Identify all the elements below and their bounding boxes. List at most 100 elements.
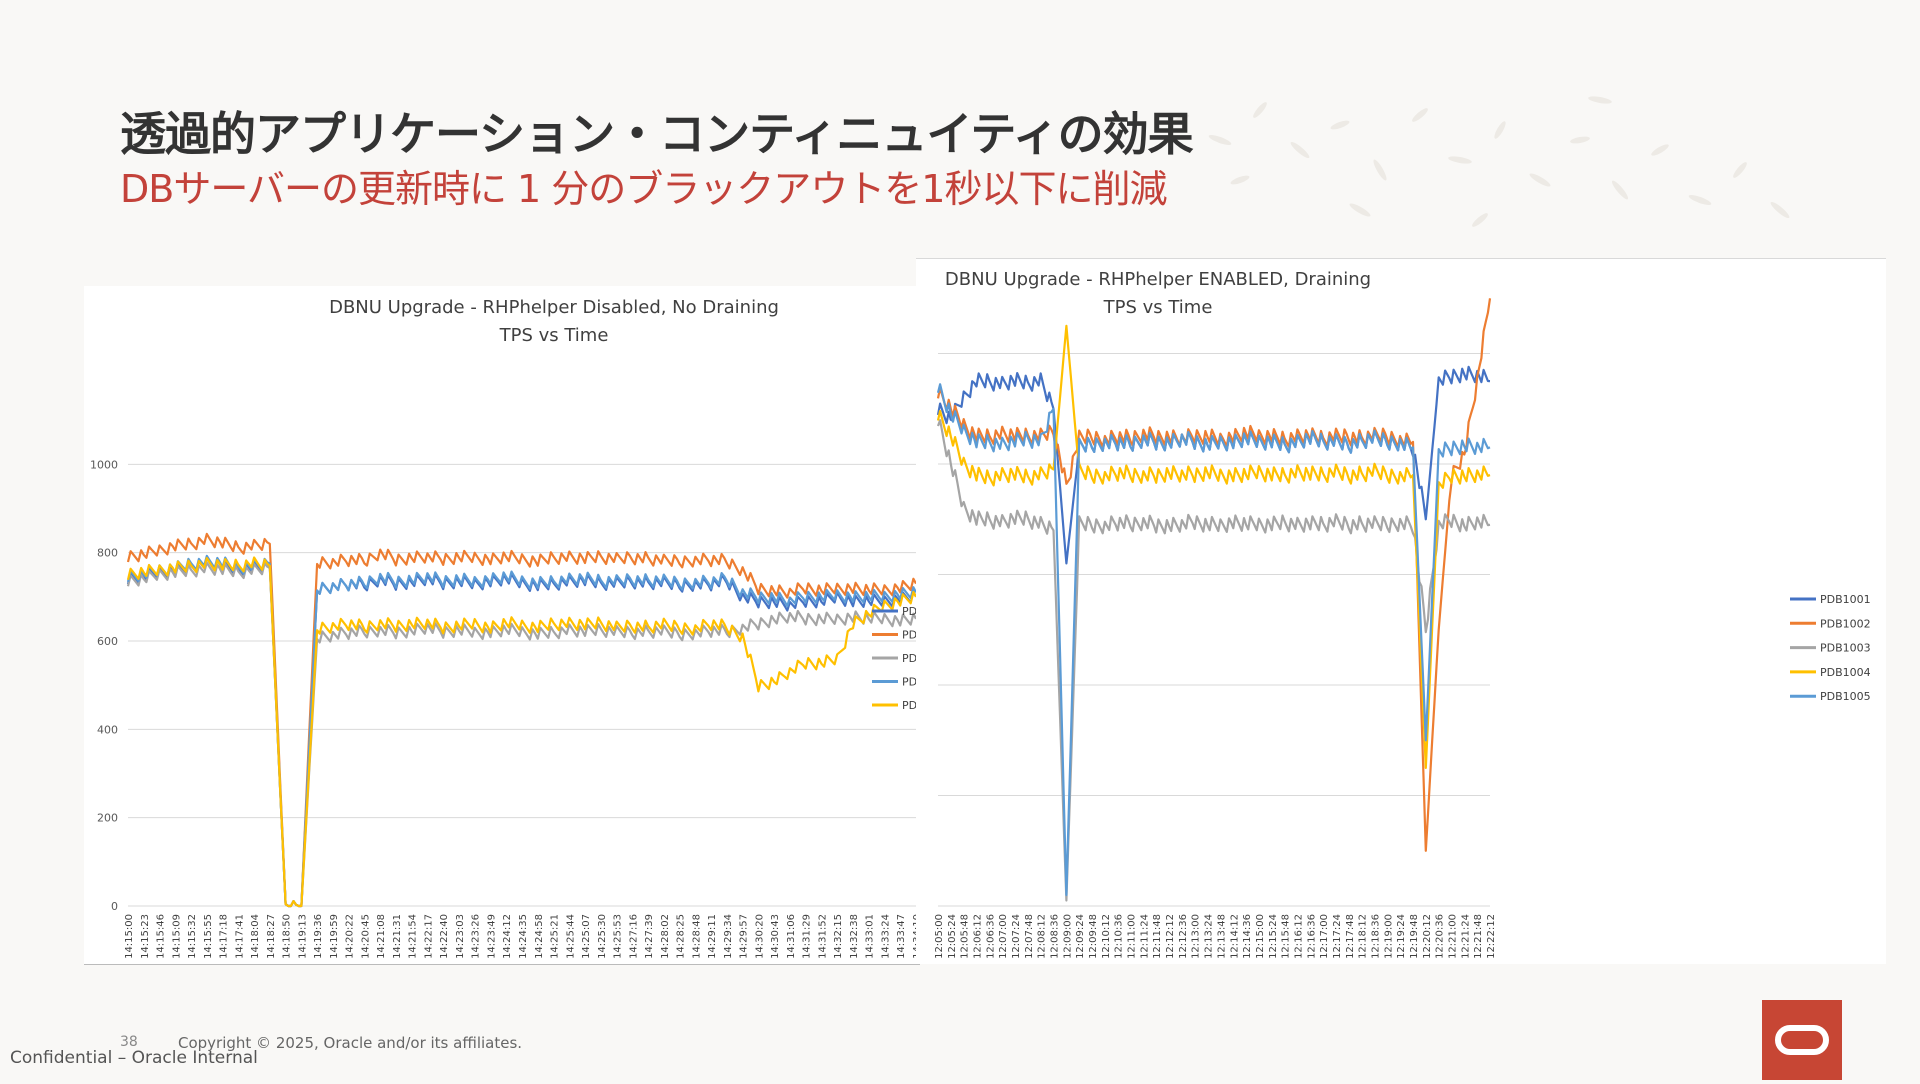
x-tick-label: 14:25:53 xyxy=(613,914,624,959)
series-line-pdb1003 xyxy=(936,419,1491,902)
x-tick-label: 14:22:17 xyxy=(423,914,434,959)
x-tick-label: 12:15:24 xyxy=(1268,914,1279,959)
x-tick-label: 14:15:23 xyxy=(140,914,151,959)
x-tick-label: 12:17:48 xyxy=(1345,914,1356,959)
copyright: Copyright © 2025, Oracle and/or its affi… xyxy=(178,1034,523,1052)
x-tick-label: 12:11:48 xyxy=(1152,914,1163,959)
x-tick-label: 14:25:07 xyxy=(581,914,592,959)
x-tick-label: 12:13:00 xyxy=(1191,914,1202,959)
x-tick-label: 14:15:46 xyxy=(156,914,167,959)
series-line-pdb1005 xyxy=(936,383,1491,897)
y-tick-label: 0 xyxy=(111,900,118,913)
x-tick-label: 14:15:55 xyxy=(203,914,214,959)
chart-subtitle: TPS vs Time xyxy=(1103,297,1213,318)
x-tick-label: 12:20:12 xyxy=(1422,914,1433,959)
x-tick-label: 12:08:12 xyxy=(1037,914,1048,959)
x-tick-label: 12:06:36 xyxy=(985,914,996,959)
x-tick-label: 14:28:02 xyxy=(660,914,671,959)
x-tick-label: 12:18:36 xyxy=(1370,914,1381,959)
page-subtitle: DBサーバーの更新時に 1 分のブラックアウトを1秒以下に削減 xyxy=(120,167,1167,211)
x-tick-label: 12:10:12 xyxy=(1101,914,1112,959)
y-tick-label: 400 xyxy=(97,723,118,736)
confidential-label: Confidential – Oracle Internal xyxy=(10,1048,258,1068)
x-tick-label: 12:07:48 xyxy=(1024,914,1035,959)
x-tick-label: 14:33:24 xyxy=(880,914,891,959)
x-tick-label: 12:09:48 xyxy=(1088,914,1099,959)
x-tick-label: 12:09:00 xyxy=(1062,914,1073,959)
x-tick-label: 14:25:44 xyxy=(565,914,576,959)
y-tick-label: 600 xyxy=(97,635,118,648)
x-tick-label: 14:19:13 xyxy=(297,914,308,959)
x-tick-label: 14:24:12 xyxy=(502,914,513,959)
x-tick-label: 14:24:35 xyxy=(518,914,529,959)
x-tick-label: 12:05:00 xyxy=(934,914,945,959)
series-line-pdb1005 xyxy=(126,554,917,908)
x-tick-label: 12:12:36 xyxy=(1178,914,1189,959)
series-line-pdb1003 xyxy=(126,561,917,908)
x-tick-label: 14:21:08 xyxy=(376,914,387,959)
x-tick-label: 14:20:22 xyxy=(345,914,356,959)
x-tick-label: 14:21:54 xyxy=(408,914,419,959)
x-tick-label: 14:31:06 xyxy=(786,914,797,959)
x-tick-label: 14:23:03 xyxy=(455,914,466,959)
x-tick-label: 14:15:00 xyxy=(124,914,135,959)
x-tick-label: 12:17:00 xyxy=(1319,914,1330,959)
x-tick-label: 14:23:26 xyxy=(471,914,482,959)
series-line-pdb1004 xyxy=(936,324,1491,769)
x-tick-label: 14:22:40 xyxy=(439,914,450,959)
x-tick-label: 14:24:58 xyxy=(534,914,545,959)
page-number: 38 xyxy=(120,1034,138,1050)
x-tick-label: 12:05:48 xyxy=(960,914,971,959)
x-tick-label: 14:32:38 xyxy=(849,914,860,959)
x-tick-label: 12:20:36 xyxy=(1435,914,1446,959)
x-tick-label: 12:05:24 xyxy=(947,914,958,959)
x-tick-label: 14:30:43 xyxy=(770,914,781,959)
x-tick-label: 12:14:12 xyxy=(1229,914,1240,959)
x-tick-label: 14:32:15 xyxy=(833,914,844,959)
x-tick-label: 12:15:00 xyxy=(1255,914,1266,959)
x-tick-label: 12:10:36 xyxy=(1114,914,1125,959)
legend-label: PDB1004 xyxy=(1820,666,1871,679)
x-tick-label: 14:29:34 xyxy=(723,914,734,959)
x-tick-label: 12:19:48 xyxy=(1409,914,1420,959)
x-tick-label: 14:28:25 xyxy=(676,914,687,959)
tps-chart-rhphelper-disabled: DBNU Upgrade - RHPhelper Disabled, No Dr… xyxy=(90,297,953,959)
x-tick-label: 12:08:36 xyxy=(1050,914,1061,959)
chart-title: DBNU Upgrade - RHPhelper Disabled, No Dr… xyxy=(329,297,779,318)
x-tick-label: 14:25:21 xyxy=(550,914,561,959)
x-tick-label: 12:21:48 xyxy=(1473,914,1484,959)
tps-chart-rhphelper-enabled: DBNU Upgrade - RHPhelper ENABLED, Draini… xyxy=(934,269,1871,959)
x-tick-label: 14:31:52 xyxy=(817,914,828,959)
x-tick-label: 12:16:36 xyxy=(1306,914,1317,959)
x-tick-label: 14:17:18 xyxy=(219,914,230,959)
x-tick-label: 12:13:48 xyxy=(1216,914,1227,959)
page-title: 透過的アプリケーション・コンティニュイティの効果 xyxy=(120,107,1194,161)
x-tick-label: 14:28:48 xyxy=(691,914,702,959)
series-line-pdb1002 xyxy=(126,532,917,908)
x-tick-label: 14:33:01 xyxy=(865,914,876,959)
decorative-pattern xyxy=(1171,96,1790,227)
x-tick-label: 12:14:36 xyxy=(1242,914,1253,959)
x-tick-label: 14:18:04 xyxy=(250,914,261,959)
x-tick-label: 14:23:49 xyxy=(486,914,497,959)
y-tick-label: 800 xyxy=(97,547,118,560)
chart-subtitle: TPS vs Time xyxy=(499,325,609,346)
x-tick-label: 12:22:12 xyxy=(1486,914,1497,959)
x-tick-label: 12:15:48 xyxy=(1281,914,1292,959)
x-tick-label: 12:21:24 xyxy=(1460,914,1471,959)
x-tick-label: 14:21:31 xyxy=(392,914,403,959)
chart-panel-right: DBNU Upgrade - RHPhelper ENABLED, Draini… xyxy=(916,258,1886,964)
chart-title: DBNU Upgrade - RHPhelper ENABLED, Draini… xyxy=(945,269,1371,290)
x-tick-label: 12:06:12 xyxy=(973,914,984,959)
x-tick-label: 14:15:32 xyxy=(187,914,198,959)
x-tick-label: 12:21:00 xyxy=(1447,914,1458,959)
x-tick-label: 12:17:24 xyxy=(1332,914,1343,959)
x-tick-label: 12:07:00 xyxy=(998,914,1009,959)
legend-label: PDB1002 xyxy=(1820,617,1871,630)
x-tick-label: 12:19:00 xyxy=(1383,914,1394,959)
chart-panel-left: DBNU Upgrade - RHPhelper Disabled, No Dr… xyxy=(84,286,953,965)
y-tick-label: 200 xyxy=(97,812,118,825)
x-tick-label: 12:11:00 xyxy=(1127,914,1138,959)
legend-label: PDB1001 xyxy=(1820,593,1871,606)
x-tick-label: 14:19:36 xyxy=(313,914,324,959)
